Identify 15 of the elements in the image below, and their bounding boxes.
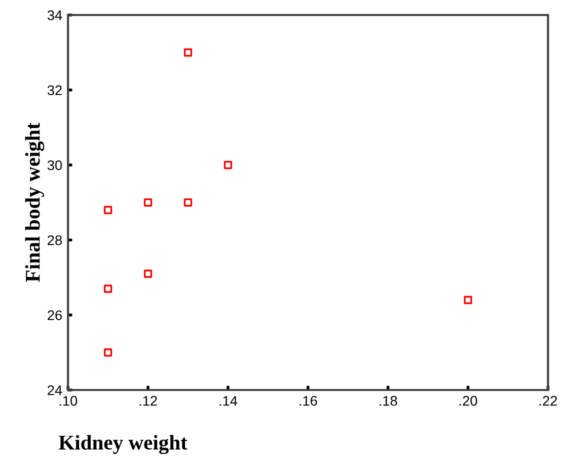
y-tick-label: 32: [48, 85, 62, 96]
y-tick-label: 24: [48, 385, 62, 396]
y-tick-label: 26: [48, 310, 62, 320]
y-tick-label: 34: [48, 10, 62, 20]
x-tick-label: .18: [380, 396, 398, 406]
x-tick-label: .14: [220, 396, 238, 406]
x-axis-title: Kidney weight: [58, 435, 188, 454]
y-tick-label: 28: [48, 235, 62, 246]
y-tick-label: 30: [48, 160, 62, 170]
x-tick-label: .16: [300, 396, 318, 406]
x-tick-label: .20: [460, 396, 478, 406]
y-axis-title: Final body weight: [25, 122, 44, 282]
x-tick-label: .22: [540, 396, 557, 406]
x-tick-label: .10: [60, 396, 78, 406]
x-tick-label: .12: [140, 396, 157, 406]
